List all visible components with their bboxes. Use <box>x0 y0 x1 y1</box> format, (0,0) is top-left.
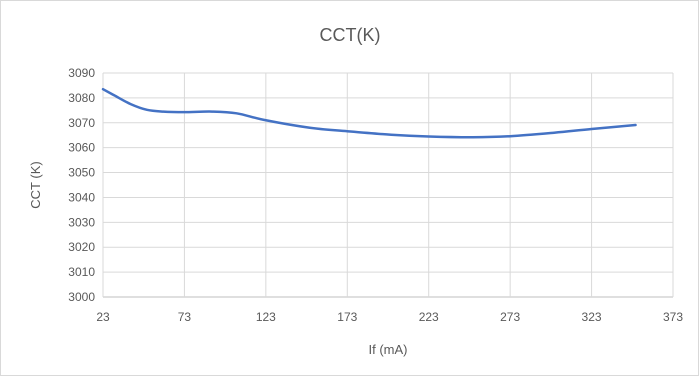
x-axis-label: If (mA) <box>369 342 408 357</box>
y-tick-label: 3080 <box>68 91 95 105</box>
chart-title: CCT(K) <box>320 25 381 45</box>
x-tick-label: 223 <box>419 310 439 324</box>
x-tick-label: 323 <box>582 310 602 324</box>
y-tick-labels: 3000 3010 3020 3030 3040 3050 3060 3070 3080 3090 <box>68 66 95 304</box>
x-tick-label: 73 <box>178 310 192 324</box>
y-tick-label: 3020 <box>68 240 95 254</box>
y-tick-label: 3050 <box>68 166 95 180</box>
y-tick-label: 3000 <box>68 290 95 304</box>
series-group <box>101 87 637 139</box>
y-tick-label: 3030 <box>68 215 95 229</box>
y-tick-label: 3060 <box>68 141 95 155</box>
series-line <box>101 87 637 139</box>
y-tick-label: 3070 <box>68 116 95 130</box>
x-tick-labels: 23 73 123 173 223 273 323 373 <box>96 310 683 324</box>
x-tick-label: 273 <box>500 310 520 324</box>
x-tick-label: 23 <box>96 310 110 324</box>
grid-lines <box>102 72 674 298</box>
y-tick-label: 3010 <box>68 265 95 279</box>
y-axis-label: CCT (K) <box>28 161 43 208</box>
x-tick-label: 123 <box>256 310 276 324</box>
y-tick-label: 3090 <box>68 66 95 80</box>
y-tick-label: 3040 <box>68 190 95 204</box>
x-tick-label: 373 <box>663 310 683 324</box>
x-tick-label: 173 <box>337 310 357 324</box>
